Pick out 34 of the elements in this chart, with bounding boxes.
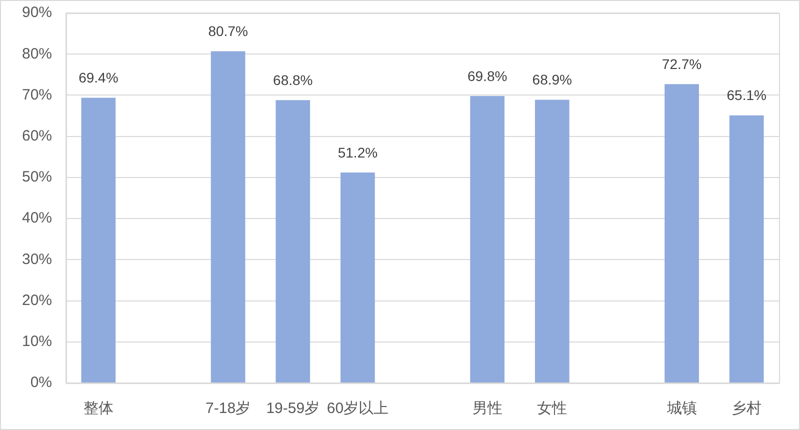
bar [276, 100, 310, 382]
data-label: 80.7% [208, 23, 248, 40]
bar [664, 84, 699, 382]
bar [470, 96, 505, 382]
y-tick-label: 40% [22, 210, 52, 227]
bar [210, 51, 246, 382]
bar [729, 115, 764, 382]
y-tick-label: 60% [22, 127, 52, 144]
x-tick-label: 19-59岁 [266, 400, 320, 418]
x-tick-label: 女性 [537, 400, 568, 418]
data-label: 69.8% [467, 68, 508, 84]
x-tick-label: 7-18岁 [206, 400, 251, 418]
y-tick-label: 80% [22, 45, 52, 62]
data-label: 72.7% [662, 56, 702, 72]
y-tick-label: 30% [22, 250, 52, 268]
data-label: 69.4% [78, 70, 118, 86]
x-tick-label: 城镇 [666, 400, 697, 418]
y-tick-label: 50% [22, 168, 52, 186]
bar [534, 100, 570, 382]
data-label: 65.1% [726, 87, 766, 104]
bar [81, 98, 116, 382]
x-tick-label: 60岁以上 [326, 400, 389, 418]
x-tick-label: 男性 [472, 400, 502, 418]
bar [340, 172, 375, 382]
y-tick-label: 10% [22, 333, 52, 350]
y-tick-label: 90% [22, 4, 52, 22]
x-tick-label: 乡村 [732, 400, 762, 418]
y-tick-label: 0% [30, 374, 52, 392]
x-tick-label: 整体 [83, 400, 114, 418]
data-label: 68.8% [273, 72, 313, 88]
y-tick-label: 70% [22, 86, 52, 104]
y-tick-label: 20% [22, 292, 52, 309]
data-label: 51.2% [338, 144, 378, 160]
data-label: 68.9% [532, 72, 572, 88]
